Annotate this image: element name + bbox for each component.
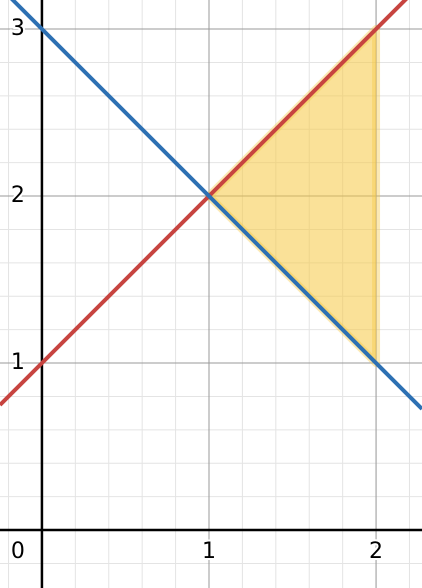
x-tick-label: 1 <box>202 539 216 564</box>
y-tick-label: 2 <box>11 183 25 208</box>
shaded-region <box>204 25 381 368</box>
x-tick-label: 0 <box>11 539 25 564</box>
x-tick-label: 2 <box>369 539 383 564</box>
y-tick-label: 3 <box>11 16 25 41</box>
y-tick-label: 1 <box>11 350 25 375</box>
line <box>0 0 408 407</box>
line <box>10 0 422 411</box>
